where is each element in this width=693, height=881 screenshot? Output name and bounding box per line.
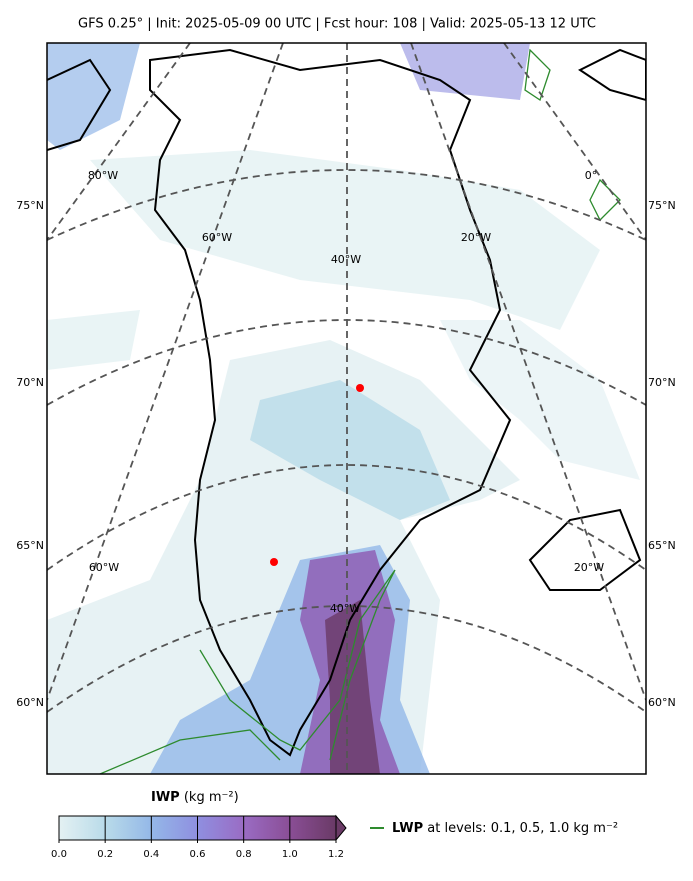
lat-label: 60°N	[648, 696, 676, 709]
lon-label: 20°W	[574, 561, 604, 574]
map-area	[47, 43, 646, 774]
lon-label: 40°W	[330, 602, 360, 615]
colorbar-segment	[105, 816, 152, 840]
colorbar-segment	[197, 816, 244, 840]
legend-desc: at levels: 0.1, 0.5, 1.0 kg m⁻²	[427, 821, 618, 836]
colorbar-tick-label: 0.2	[97, 849, 113, 860]
colorbar-segment	[59, 816, 106, 840]
colorbar-tick-label: 0.6	[190, 849, 206, 860]
colorbar-segment	[151, 816, 198, 840]
title: GFS 0.25° | Init: 2025-05-09 00 UTC | Fc…	[78, 17, 596, 32]
lat-label: 75°N	[648, 199, 676, 212]
lon-label: 20°W	[461, 231, 491, 244]
lon-label: 80°W	[88, 169, 118, 182]
lat-label: 60°N	[16, 696, 44, 709]
colorbar-segment	[243, 816, 290, 840]
lon-label: 60°W	[202, 231, 232, 244]
colorbar-units: (kg m⁻²)	[184, 790, 239, 805]
legend-name: LWP	[392, 821, 423, 836]
colorbar-tick-label: 0.8	[236, 849, 252, 860]
colorbar-segment	[289, 816, 336, 840]
lat-label: 75°N	[16, 199, 44, 212]
colorbar-tick-label: 1.2	[328, 849, 344, 860]
lat-label: 65°N	[16, 539, 44, 552]
graticule-labels: 75°N 70°N 65°N 60°N 75°N 70°N 65°N 60°N 80°W 60°W…	[16, 169, 675, 709]
colorbar-tick-label: 0.0	[51, 849, 67, 860]
colorbar: 0.0 0.2 0.4 0.6 0.8 1.0 1.2	[51, 814, 347, 860]
lon-label: 40°W	[331, 253, 361, 266]
colorbar-name: IWP	[151, 790, 180, 805]
lat-label: 65°N	[648, 539, 676, 552]
colorbar-tick-label: 0.4	[143, 849, 159, 860]
lon-label: 60°W	[89, 561, 119, 574]
colorbar-label: IWP (kg m⁻²)	[151, 790, 239, 805]
colorbar-extend	[335, 814, 347, 842]
lon-label: 0°	[585, 169, 598, 182]
map-frame	[46, 42, 647, 775]
lat-label: 70°N	[648, 376, 676, 389]
legend-text: LWP at levels: 0.1, 0.5, 1.0 kg m⁻²	[392, 821, 618, 836]
lat-label: 70°N	[16, 376, 44, 389]
colorbar-tick-label: 1.0	[282, 849, 298, 860]
